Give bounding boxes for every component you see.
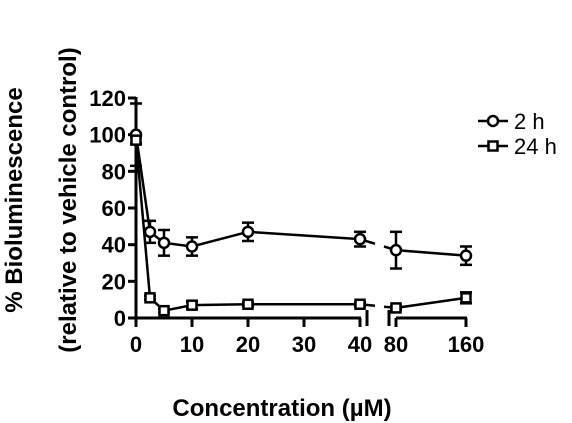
data-point-circle bbox=[143, 225, 157, 239]
x-tick-label: 40 bbox=[348, 332, 372, 357]
y-axis-title-line1: % Bioluminescence bbox=[1, 87, 28, 312]
series-line bbox=[134, 134, 361, 248]
y-tick-label: 20 bbox=[102, 269, 126, 294]
x-axis-title: Concentration (µM) bbox=[172, 395, 391, 422]
data-point-square bbox=[144, 292, 156, 304]
data-point-circle bbox=[389, 243, 403, 257]
legend-label: 24 h bbox=[514, 134, 557, 159]
data-point-square bbox=[390, 302, 402, 314]
y-tick-label: 60 bbox=[102, 196, 126, 221]
x-tick-label: 20 bbox=[236, 332, 260, 357]
y-axis-title-line2: (relative to vehicle control) bbox=[55, 47, 82, 352]
legend-marker-circle bbox=[486, 114, 500, 128]
y-tick-label: 120 bbox=[89, 86, 126, 111]
data-point-circle bbox=[241, 225, 255, 239]
legend: 2 h24 h bbox=[478, 109, 557, 159]
x-tick-label: 0 bbox=[130, 332, 142, 357]
x-tick-label: 160 bbox=[448, 332, 485, 357]
data-point-square bbox=[130, 134, 142, 146]
y-tick-label: 0 bbox=[114, 306, 126, 331]
plot-area bbox=[129, 102, 473, 317]
y-tick-label: 80 bbox=[102, 159, 126, 184]
x-tick-label: 30 bbox=[292, 332, 316, 357]
x-tick-label: 80 bbox=[384, 332, 408, 357]
data-point-square bbox=[354, 298, 366, 310]
data-point-square bbox=[460, 292, 472, 304]
data-point-square bbox=[186, 299, 198, 311]
y-tick-label: 100 bbox=[89, 123, 126, 148]
x-tick-label: 10 bbox=[180, 332, 204, 357]
data-point-circle bbox=[459, 249, 473, 262]
data-point-square bbox=[242, 298, 254, 310]
y-tick-label: 40 bbox=[102, 233, 126, 258]
series-line bbox=[395, 248, 467, 257]
series-square bbox=[130, 134, 472, 317]
axes: 0 20 40 60 80 100 120 0 10 20 30 40 80 160 bbox=[89, 86, 484, 357]
legend-label: 2 h bbox=[514, 109, 545, 134]
data-point-circle bbox=[185, 240, 199, 253]
series-line bbox=[134, 140, 360, 313]
series-circle bbox=[129, 102, 473, 270]
data-point-circle bbox=[353, 232, 367, 246]
legend-marker-square bbox=[487, 140, 499, 152]
series-line bbox=[395, 296, 467, 310]
data-point-circle bbox=[157, 236, 171, 250]
data-point-square bbox=[158, 304, 170, 317]
